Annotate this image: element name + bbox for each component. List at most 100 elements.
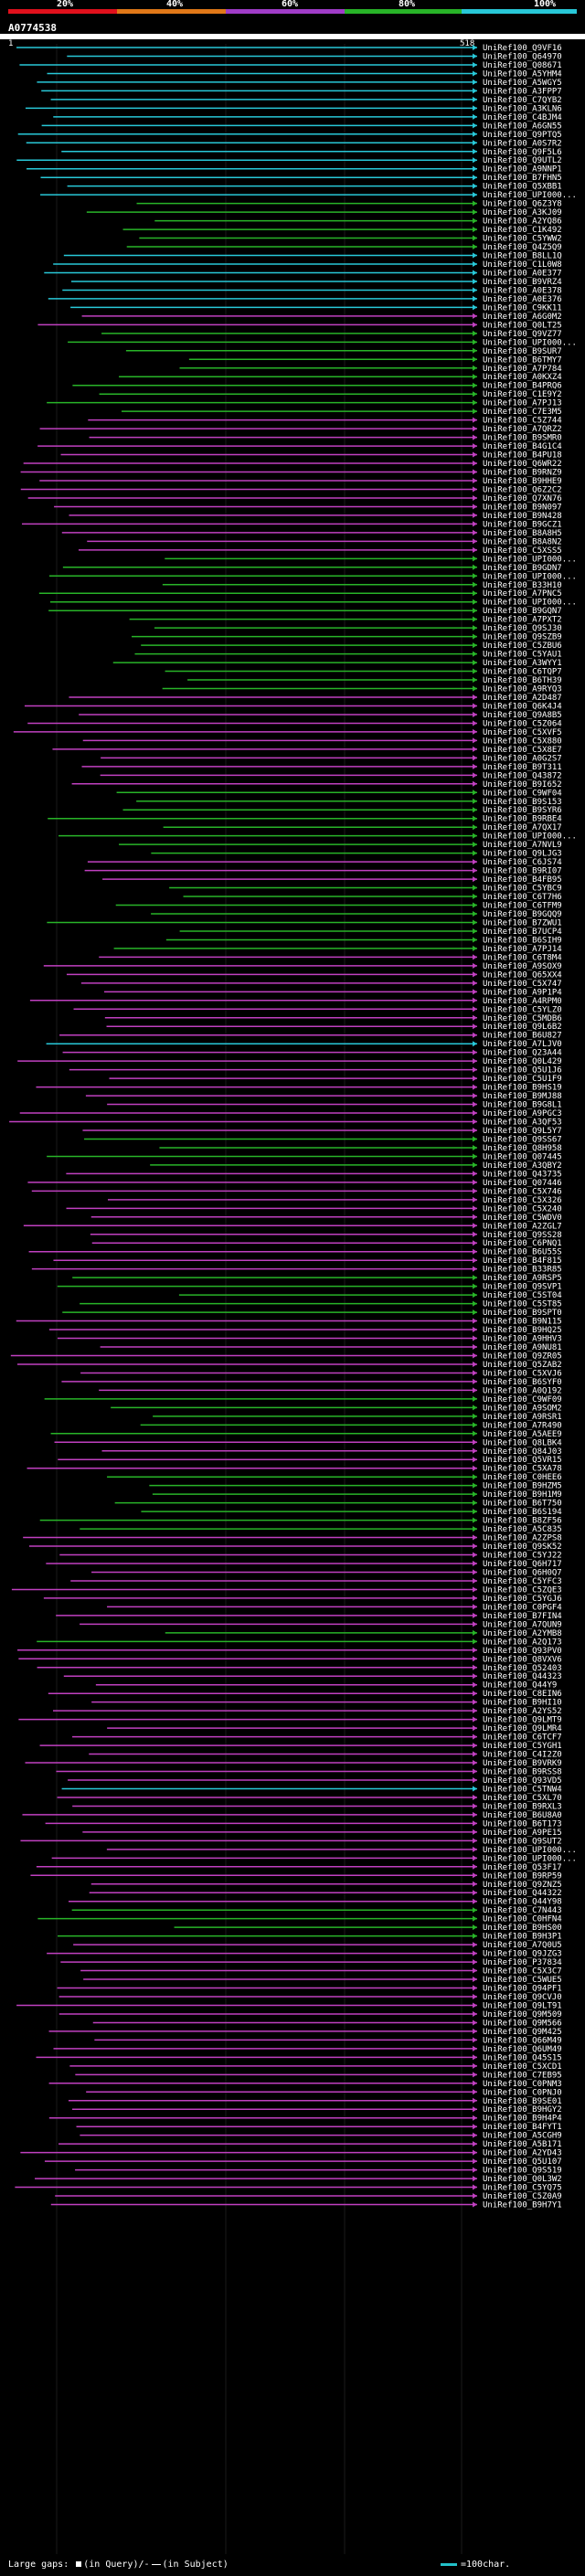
hit-row[interactable]: UniRef100_C5Z744 xyxy=(88,417,562,426)
hit-label[interactable]: UniRef100_A9PE15 xyxy=(483,1829,562,1838)
hit-row[interactable]: UniRef100_UPI000... xyxy=(51,1854,577,1863)
hit-label[interactable]: UniRef100_A2ZPS8 xyxy=(483,1534,562,1543)
hit-row[interactable]: UniRef100_B6SIH9 xyxy=(165,936,562,945)
hit-row[interactable]: UniRef100_Q6UM49 xyxy=(53,2045,562,2054)
hit-row[interactable]: UniRef100_B8A8H5 xyxy=(61,529,562,538)
hit-row[interactable]: UniRef100_Q93VD5 xyxy=(68,1776,562,1786)
hit-row[interactable]: UniRef100_B7FIN4 xyxy=(56,1612,562,1621)
hit-label[interactable]: UniRef100_C7EB95 xyxy=(483,2071,562,2080)
hit-row[interactable]: UniRef100_Q9M566 xyxy=(92,2019,562,2028)
hit-row[interactable]: UniRef100_B4PRQ6 xyxy=(72,382,562,391)
hit-row[interactable]: UniRef100_B6TMY7 xyxy=(188,355,562,365)
hit-label[interactable]: UniRef100_C6T7H6 xyxy=(483,893,562,902)
hit-label[interactable]: UniRef100_C0PNJ0 xyxy=(483,2088,562,2097)
hit-row[interactable]: UniRef100_A9NNP1 xyxy=(27,165,562,175)
hit-label[interactable]: UniRef100_C5YAU1 xyxy=(483,651,562,660)
hit-row[interactable]: UniRef100_B9G8L1 xyxy=(107,1101,562,1110)
hit-label[interactable]: UniRef100_Q43872 xyxy=(483,771,562,780)
hit-row[interactable]: UniRef100_B9HHE9 xyxy=(39,477,562,486)
hit-label[interactable]: UniRef100_A9RYQ3 xyxy=(483,685,562,694)
hit-label[interactable]: UniRef100_UPI000... xyxy=(483,555,577,564)
hit-row[interactable]: UniRef100_B9H1M9 xyxy=(152,1490,562,1500)
hit-row[interactable]: UniRef100_Q6H717 xyxy=(46,1560,562,1569)
hit-row[interactable]: UniRef100_Q6K4J4 xyxy=(24,702,562,711)
hit-label[interactable]: UniRef100_Q44322 xyxy=(483,1889,562,1898)
hit-row[interactable]: UniRef100_Q52403 xyxy=(37,1664,562,1673)
hit-row[interactable]: UniRef100_C5Z0A9 xyxy=(55,2192,562,2201)
hit-row[interactable]: UniRef100_C5XVJ6 xyxy=(80,1369,562,1378)
hit-row[interactable]: UniRef100_B9RP59 xyxy=(30,1871,562,1881)
hit-row[interactable]: UniRef100_Q44323 xyxy=(63,1672,562,1681)
hit-label[interactable]: UniRef100_Q5XBB1 xyxy=(483,183,562,192)
hit-label[interactable]: UniRef100_C5XL70 xyxy=(483,1794,562,1803)
hit-label[interactable]: UniRef100_C5YLZ0 xyxy=(483,1005,562,1014)
hit-row[interactable]: UniRef100_Q9LMT9 xyxy=(18,1716,562,1725)
hit-label[interactable]: UniRef100_B4PU18 xyxy=(483,451,562,461)
hit-label[interactable]: UniRef100_Q93PV0 xyxy=(483,1647,562,1656)
hit-row[interactable]: UniRef100_C6TCF7 xyxy=(72,1733,562,1743)
hit-label[interactable]: UniRef100_A2YD43 xyxy=(483,2149,562,2158)
hit-row[interactable]: UniRef100_A4RPM0 xyxy=(29,997,562,1006)
hit-label[interactable]: UniRef100_B7UCP4 xyxy=(483,928,562,937)
hit-label[interactable]: UniRef100_A7QRZ2 xyxy=(483,425,562,434)
hit-label[interactable]: UniRef100_B7FIN4 xyxy=(483,1612,562,1621)
hit-label[interactable]: UniRef100_A2Q173 xyxy=(483,1638,562,1647)
hit-label[interactable]: UniRef100_B9VRK9 xyxy=(483,1759,562,1768)
hit-label[interactable]: UniRef100_UPI000... xyxy=(483,572,577,581)
hit-label[interactable]: UniRef100_C5WDV0 xyxy=(483,1214,562,1223)
hit-label[interactable]: UniRef100_C5X3C7 xyxy=(483,1967,562,1977)
hit-row[interactable]: UniRef100_C5WDV0 xyxy=(90,1214,562,1223)
hit-row[interactable]: UniRef100_A9SOM2 xyxy=(111,1404,562,1413)
hit-label[interactable]: UniRef100_C9WF04 xyxy=(483,789,562,798)
hit-label[interactable]: UniRef100_Q9SVP1 xyxy=(483,1283,562,1292)
hit-row[interactable]: UniRef100_Q9ZNZ5 xyxy=(90,1881,562,1890)
hit-row[interactable]: UniRef100_C0PNJ0 xyxy=(86,2088,562,2097)
hit-row[interactable]: UniRef100_A3QF53 xyxy=(9,1118,562,1128)
hit-row[interactable]: UniRef100_C9WF09 xyxy=(44,1395,562,1405)
hit-label[interactable]: UniRef100_B9S153 xyxy=(483,798,562,807)
hit-row[interactable]: UniRef100_A0Q192 xyxy=(99,1386,562,1395)
hit-label[interactable]: UniRef100_Q9ZR05 xyxy=(483,1352,562,1361)
hit-row[interactable]: UniRef100_Q6Z3Y8 xyxy=(136,200,562,209)
hit-label[interactable]: UniRef100_B9VRZ4 xyxy=(483,278,562,287)
hit-label[interactable]: UniRef100_Q6Z2C2 xyxy=(483,485,562,494)
hit-row[interactable]: UniRef100_B9SYR6 xyxy=(122,806,562,815)
hit-label[interactable]: UniRef100_A3WYY1 xyxy=(483,659,562,668)
hit-label[interactable]: UniRef100_B6T173 xyxy=(483,1819,562,1829)
hit-row[interactable]: UniRef100_Q9A8B5 xyxy=(79,711,562,720)
hit-row[interactable]: UniRef100_C5YQ75 xyxy=(15,2184,562,2193)
hit-row[interactable]: UniRef100_UPI000... xyxy=(48,572,577,581)
hit-row[interactable]: UniRef100_A2YMB8 xyxy=(165,1629,562,1638)
hit-label[interactable]: UniRef100_A7Q0U5 xyxy=(483,1941,562,1950)
hit-row[interactable]: UniRef100_B4F815 xyxy=(53,1256,562,1266)
hit-label[interactable]: UniRef100_A7R490 xyxy=(483,1421,562,1430)
hit-label[interactable]: UniRef100_C5U1F9 xyxy=(483,1075,562,1084)
hit-label[interactable]: UniRef100_C5X326 xyxy=(483,1196,562,1205)
hit-label[interactable]: UniRef100_B9I652 xyxy=(483,780,562,790)
hit-label[interactable]: UniRef100_A9NU81 xyxy=(483,1343,562,1352)
hit-row[interactable]: UniRef100_A2YD43 xyxy=(20,2149,562,2158)
hit-label[interactable]: UniRef100_Q9CVJ0 xyxy=(483,1993,562,2002)
hit-label[interactable]: UniRef100_B9H1M9 xyxy=(483,1490,562,1500)
hit-label[interactable]: UniRef100_A7PJ13 xyxy=(483,399,562,408)
hit-row[interactable]: UniRef100_Q9LMR4 xyxy=(107,1724,562,1733)
hit-row[interactable]: UniRef100_Q5U1J6 xyxy=(69,1066,562,1076)
hit-row[interactable]: UniRef100_C5ST85 xyxy=(80,1300,562,1309)
hit-label[interactable]: UniRef100_C6TFM9 xyxy=(483,902,562,911)
hit-label[interactable]: UniRef100_B6T750 xyxy=(483,1500,562,1509)
hit-label[interactable]: UniRef100_B4G1C4 xyxy=(483,442,562,451)
hit-label[interactable]: UniRef100_Q0L3W2 xyxy=(483,2175,562,2184)
hit-label[interactable]: UniRef100_B9N115 xyxy=(483,1318,562,1327)
hit-label[interactable]: UniRef100_B8LL1Q xyxy=(483,252,562,261)
hit-row[interactable]: UniRef100_B9S153 xyxy=(136,798,562,807)
hit-row[interactable]: UniRef100_A7QX17 xyxy=(163,823,562,832)
hit-label[interactable]: UniRef100_P37834 xyxy=(483,1958,562,1967)
hit-row[interactable]: UniRef100_A7Q0U5 xyxy=(73,1941,562,1950)
hit-row[interactable]: UniRef100_Q66M49 xyxy=(94,2036,562,2045)
hit-label[interactable]: UniRef100_C4I2Z0 xyxy=(483,1751,562,1760)
hit-label[interactable]: UniRef100_Q0LT25 xyxy=(483,321,562,330)
hit-row[interactable]: UniRef100_C6TFM9 xyxy=(115,902,562,911)
hit-row[interactable]: UniRef100_Q9ZR05 xyxy=(10,1352,562,1361)
hit-label[interactable]: UniRef100_C5XSS5 xyxy=(483,546,562,556)
hit-label[interactable]: UniRef100_Q9SUT2 xyxy=(483,1837,562,1846)
